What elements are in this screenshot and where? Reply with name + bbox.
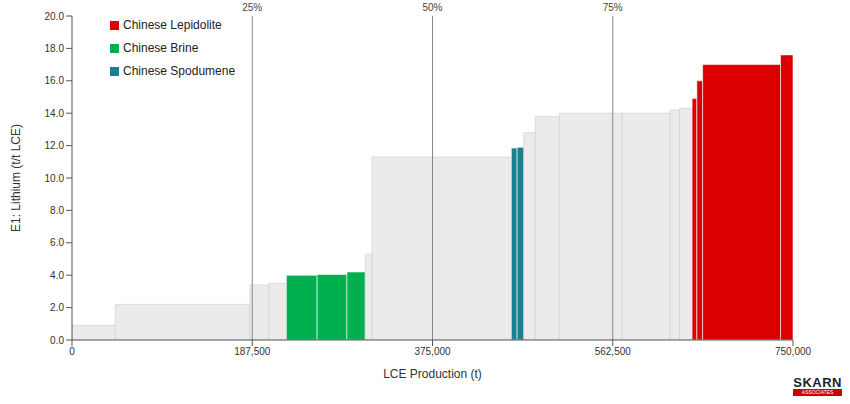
html-text:SKARN: SKARN [793, 375, 842, 390]
html-text:Chinese Brine: Chinese Brine [123, 41, 199, 55]
svg-text:14.0: 14.0 [45, 108, 65, 119]
svg-text:75%: 75% [603, 2, 623, 13]
svg-text:10.0: 10.0 [45, 173, 65, 184]
svg-text:18.0: 18.0 [45, 43, 65, 54]
svg-text:16.0: 16.0 [45, 75, 65, 86]
svg-text:375,000: 375,000 [414, 346, 451, 357]
html-text:ASSOCIATES: ASSOCIATES [801, 389, 834, 395]
svg-text:0: 0 [69, 346, 75, 357]
svg-text:4.0: 4.0 [50, 270, 64, 281]
html-text:Chinese Spodumene: Chinese Spodumene [123, 64, 236, 78]
svg-text:LCE Production (t): LCE Production (t) [383, 367, 482, 381]
svg-text:E1: Lithium (t/t LCE): E1: Lithium (t/t LCE) [9, 124, 23, 232]
svg-text:20.0: 20.0 [45, 11, 65, 22]
svg-text:8.0: 8.0 [50, 205, 64, 216]
svg-text:187,500: 187,500 [234, 346, 271, 357]
svg-text:6.0: 6.0 [50, 237, 64, 248]
svg-text:0.0: 0.0 [50, 335, 64, 346]
svg-text:2.0: 2.0 [50, 302, 64, 313]
svg-text:25%: 25% [242, 2, 262, 13]
svg-text:12.0: 12.0 [45, 140, 65, 151]
html-text:Chinese Lepidolite: Chinese Lepidolite [123, 18, 222, 32]
svg-text:50%: 50% [422, 2, 442, 13]
svg-text:562,500: 562,500 [595, 346, 632, 357]
svg-text:750,000: 750,000 [775, 346, 812, 357]
